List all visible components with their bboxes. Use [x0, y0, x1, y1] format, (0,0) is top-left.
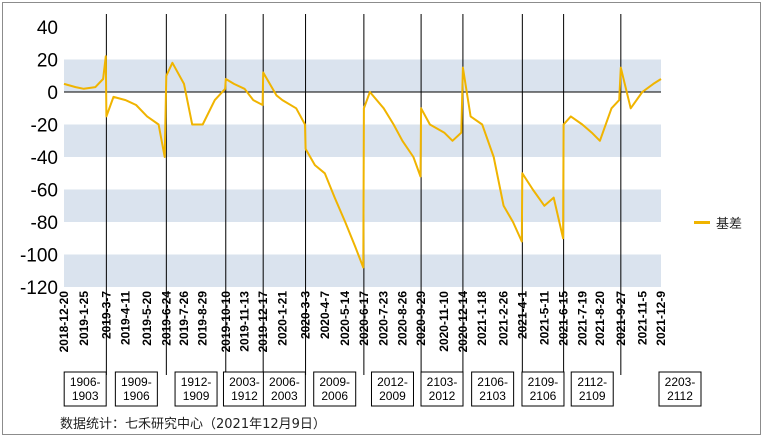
y-tick-label: -40	[31, 148, 58, 169]
contract-box-frame	[313, 371, 357, 407]
x-tick-label: 2019-6-24	[159, 291, 173, 346]
x-tick-label: 2019-1-25	[77, 291, 91, 346]
contract-box-frame	[114, 371, 158, 407]
y-tick-label: 40	[37, 18, 58, 39]
contract-label: 2112	[667, 389, 693, 403]
x-tick-label: 2019-8-29	[196, 291, 210, 346]
contract-box: 2109-2106	[521, 371, 565, 407]
grid-band	[64, 124, 661, 157]
x-tick-label: 2021-12-9	[654, 291, 668, 346]
contract-label: 2006-	[269, 375, 300, 389]
contract-box-frame	[174, 371, 218, 407]
chart-frame	[2, 2, 761, 435]
y-tick-label: -120	[20, 278, 58, 299]
contract-label: 1906-	[70, 375, 101, 389]
x-tick-label: 2021-9-27	[614, 291, 628, 346]
x-tick-label: 2021-2-26	[497, 291, 511, 346]
contract-box: 1909-1906	[114, 371, 158, 407]
contract-label: 1912	[231, 389, 258, 403]
contract-label: 1912-	[181, 375, 212, 389]
contract-box-frame	[262, 371, 306, 407]
x-tick-label: 2020-5-14	[338, 291, 352, 346]
x-tick-label: 2020-6-17	[357, 291, 371, 346]
contract-label: 2106-	[477, 375, 508, 389]
contract-label: 2006	[321, 389, 348, 403]
contract-box-frame	[420, 371, 464, 407]
contract-label: 2003-	[229, 375, 260, 389]
contract-box: 2012-2009	[370, 371, 414, 407]
contract-box: 2112-2109	[570, 371, 614, 407]
x-tick-label: 2020-7-23	[377, 291, 391, 346]
contract-box: 2003-1912	[222, 371, 266, 407]
x-tick-label: 2020-4-7	[318, 291, 332, 339]
contract-label: 2009-	[319, 375, 350, 389]
x-tick-label: 2020-1-21	[275, 291, 289, 346]
y-tick-label: -80	[31, 213, 58, 234]
legend-swatch	[694, 221, 710, 224]
contract-box: 2106-2103	[471, 371, 515, 407]
contract-box-frame	[63, 371, 107, 407]
contract-box: 2009-2006	[313, 371, 357, 407]
contract-label: 1909	[183, 389, 210, 403]
y-tick-label: -100	[20, 246, 58, 267]
x-tick-label: 2020-8-26	[395, 291, 409, 346]
contract-box: 1912-1909	[174, 371, 218, 407]
contract-box-frame	[471, 371, 515, 407]
x-tick-label: 2021-8-20	[593, 291, 607, 346]
y-tick-label: -60	[31, 181, 58, 202]
contract-label: 2109	[579, 389, 606, 403]
x-tick-label: 2019-10-10	[219, 291, 233, 353]
x-tick-label: 2020-3-3	[299, 291, 313, 339]
contract-label: 2109-	[528, 375, 559, 389]
contract-label: 1909-	[121, 375, 152, 389]
contract-box-frame	[570, 371, 614, 407]
contract-box: 2203-2112	[658, 371, 702, 407]
contract-label: 2106	[530, 389, 557, 403]
contract-label: 2012	[429, 389, 456, 403]
x-tick-label: 2021-7-19	[575, 291, 589, 346]
contract-label: 2103	[479, 389, 506, 403]
x-tick-label: 2021-4-1	[515, 291, 529, 339]
y-tick-label: 0	[47, 83, 58, 104]
contract-box: 2103-2012	[420, 371, 464, 407]
y-tick-label: 20	[37, 51, 58, 72]
x-tick-label: 2018-12-20	[57, 291, 71, 353]
y-tick-label: -20	[31, 116, 58, 137]
x-tick-label: 2019-4-11	[119, 291, 133, 345]
x-tick-label: 2020-9-29	[414, 291, 428, 346]
contract-box: 2006-2003	[262, 371, 306, 407]
contract-label: 2012-	[377, 375, 408, 389]
x-tick-label: 2019-11-13	[237, 291, 251, 352]
x-tick-label: 2019-3-7	[99, 291, 113, 339]
contract-label: 2003	[271, 389, 298, 403]
x-tick-label: 2021-11-5	[635, 291, 649, 345]
contract-box: 1906-1903	[63, 371, 107, 407]
x-tick-label: 2019-7-26	[177, 291, 191, 346]
contract-label: 2203-	[665, 375, 696, 389]
series-line-basis	[63, 55, 662, 269]
x-tick-label: 2021-1-18	[475, 291, 489, 346]
source-note: 数据统计：七禾研究中心（2021年12月9日）	[60, 417, 326, 432]
x-tick-label: 2021-6-15	[557, 291, 571, 346]
x-tick-label: 2020-11-10	[437, 291, 451, 352]
contract-label: 2112-	[577, 375, 607, 389]
contract-label: 2009	[379, 389, 406, 403]
contract-box-frame	[370, 371, 414, 407]
contract-box-frame	[658, 371, 702, 407]
contract-label: 1906	[123, 389, 150, 403]
contract-box-frame	[521, 371, 565, 407]
grid-band	[64, 59, 661, 92]
x-tick-label: 2020-12-14	[456, 291, 470, 353]
x-tick-label: 2021-5-11	[537, 291, 551, 345]
legend-label: 基差	[716, 217, 743, 232]
contract-box-frame	[222, 371, 266, 407]
contract-label: 2103-	[427, 375, 458, 389]
x-tick-label: 2019-12-17	[256, 291, 270, 353]
contract-label: 1903	[72, 389, 99, 403]
x-tick-label: 2019-5-20	[140, 291, 154, 346]
legend: 基差	[694, 213, 742, 232]
